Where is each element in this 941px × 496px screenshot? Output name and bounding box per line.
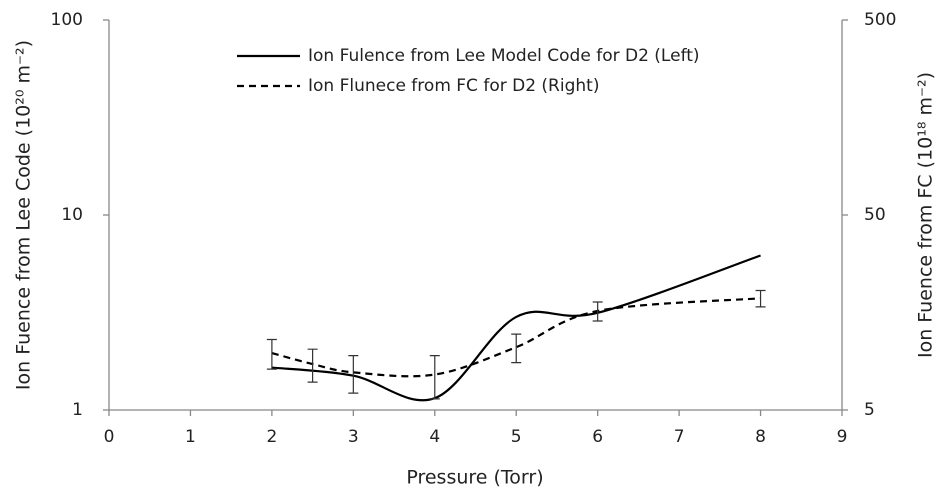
x-tick-label: 0 — [104, 427, 115, 447]
x-tick-label: 6 — [592, 427, 603, 447]
x-tick-label: 2 — [266, 427, 277, 447]
series-line — [271, 297, 761, 378]
y2-axis-label: Ion Fuence from FC (10¹⁸ m⁻²) — [915, 72, 937, 358]
x-tick-label: 9 — [837, 427, 848, 447]
y-tick-label: 1 — [72, 400, 83, 420]
y-tick-label: 100 — [51, 10, 83, 30]
x-tick-label: 4 — [429, 427, 440, 447]
error-bar — [592, 301, 603, 322]
x-tick-label: 7 — [674, 427, 685, 447]
x-tick-label: 1 — [185, 427, 196, 447]
legend-label: Ion Fulence from Lee Model Code for D2 (… — [308, 46, 700, 66]
legend-label: Ion Flunece from FC for D2 (Right) — [308, 76, 599, 96]
series-line — [271, 254, 761, 402]
x-tick-label: 5 — [511, 427, 522, 447]
error-bar — [511, 333, 522, 364]
error-bar — [348, 355, 359, 394]
x-tick-label: 3 — [348, 427, 359, 447]
error-bar — [755, 289, 766, 308]
y2-tick-label: 50 — [864, 205, 886, 225]
error-bar — [429, 355, 440, 400]
y2-tick-label: 500 — [864, 10, 896, 30]
x-axis-label: Pressure (Torr) — [406, 467, 543, 489]
y-tick-label: 10 — [61, 205, 83, 225]
y2-tick-label: 5 — [864, 400, 875, 420]
x-tick-label: 8 — [755, 427, 766, 447]
error-bar — [266, 338, 277, 370]
error-bar — [307, 348, 318, 383]
y-axis-label: Ion Fuence from Lee Code (10²⁰ m⁻²) — [13, 40, 35, 390]
